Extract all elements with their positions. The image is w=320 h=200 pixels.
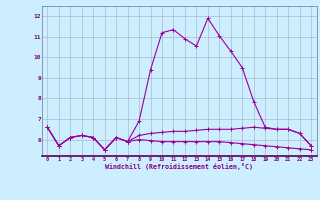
X-axis label: Windchill (Refroidissement éolien,°C): Windchill (Refroidissement éolien,°C) bbox=[105, 163, 253, 170]
